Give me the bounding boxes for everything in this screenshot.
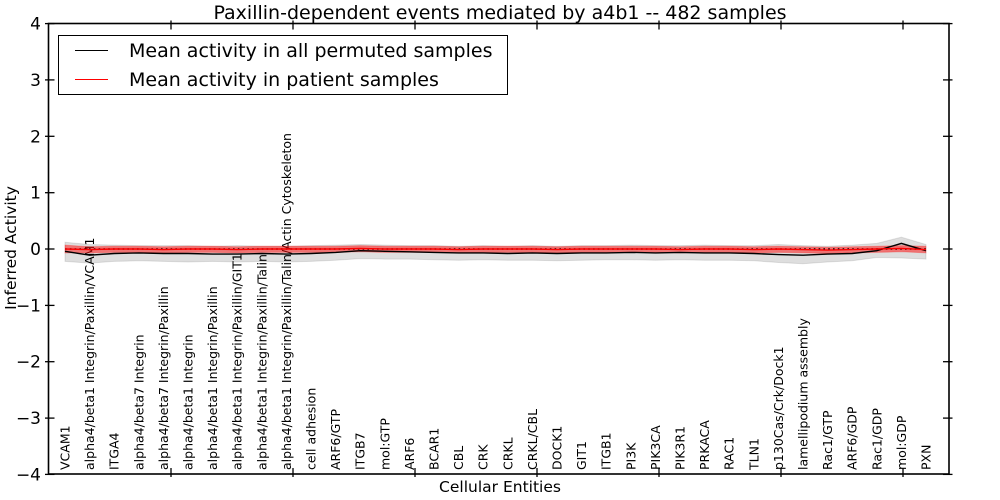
x-category-label: PIK3CA: [648, 425, 663, 470]
y-tick-label: 1: [30, 184, 41, 204]
y-tick-label: −2: [16, 353, 41, 373]
y-tick-label: −1: [16, 296, 41, 316]
x-category-label: alpha4/beta1 Integrin/Paxillin/GIT1: [230, 253, 245, 470]
permuted-mean-line: [64, 242, 927, 256]
x-category-label: alpha4/beta1 Integrin/Paxillin/Talin/Act…: [279, 133, 294, 470]
patient-line-swatch: [75, 79, 108, 80]
x-category-label: VCAM1: [58, 425, 73, 470]
x-category-label: CRKL/CBL: [525, 409, 540, 470]
x-category-label: CBL: [451, 446, 466, 470]
y-tick-label: −4: [16, 465, 41, 485]
legend-label-patient: Mean activity in patient samples: [129, 68, 439, 91]
x-category-label: PI3K: [623, 442, 638, 470]
y-tick-label: 2: [30, 127, 41, 147]
x-category-label: ARF6/GDP: [845, 406, 860, 470]
permuted-line-swatch: [75, 50, 108, 51]
x-category-label: GIT1: [574, 441, 589, 470]
chart-title: Paxillin-dependent events mediated by a4…: [213, 2, 787, 24]
x-category-label: alpha4/beta1 Integrin/Paxillin: [205, 286, 220, 470]
x-category-label: PIK3R1: [673, 426, 688, 470]
y-tick-label: 3: [30, 71, 41, 91]
x-category-label: lamellipodium assembly: [796, 318, 811, 470]
x-category-label: mol:GDP: [894, 415, 909, 470]
x-category-label: CRK: [476, 444, 491, 470]
legend-item-permuted: Mean activity in all permuted samples: [59, 37, 507, 65]
x-category-label: BCAR1: [427, 428, 442, 470]
x-category-label: RAC1: [722, 437, 737, 470]
permuted-band: [64, 236, 927, 265]
x-category-label: CRKL: [500, 437, 515, 470]
legend-item-patient: Mean activity in patient samples: [59, 66, 507, 94]
y-tick-label: 4: [30, 15, 41, 35]
patient-mean-line: [64, 247, 927, 251]
legend-label-permuted: Mean activity in all permuted samples: [129, 39, 493, 62]
y-tick-label: −3: [16, 409, 41, 429]
x-axis-label: Cellular Entities: [439, 478, 561, 496]
x-category-label: TLN1: [746, 438, 761, 471]
x-category-label: alpha4/beta1 Integrin/Paxillin/VCAM1: [82, 238, 97, 470]
x-category-label: ITGA4: [107, 432, 122, 470]
x-category-label: alpha4/beta1 Integrin: [181, 334, 196, 470]
x-category-label: mol:GTP: [377, 418, 392, 470]
x-category-label: DOCK1: [550, 426, 565, 470]
x-category-label: ITGB7: [353, 432, 368, 470]
y-tick-label: 0: [30, 240, 41, 260]
x-category-label: cell adhesion: [304, 388, 319, 470]
legend: Mean activity in all permuted samples Me…: [58, 35, 508, 95]
x-category-label: alpha4/beta1 Integrin/Paxillin/Talin: [254, 254, 269, 470]
x-category-label: alpha4/beta7 Integrin/Paxillin: [156, 286, 171, 470]
x-category-label: ARF6/GTP: [328, 409, 343, 470]
x-category-label: alpha4/beta7 Integrin: [131, 334, 146, 470]
x-category-label: p130Cas/Crk/Dock1: [771, 346, 786, 470]
y-axis-label: Inferred Activity: [2, 186, 20, 310]
x-category-label: PXN: [919, 445, 934, 470]
x-category-label: Rac1/GTP: [820, 410, 835, 470]
x-category-label: Rac1/GDP: [869, 408, 884, 470]
x-category-label: ITGB1: [599, 432, 614, 470]
x-category-label: ARF6: [402, 438, 417, 470]
x-category-label: PRKACA: [697, 420, 712, 470]
